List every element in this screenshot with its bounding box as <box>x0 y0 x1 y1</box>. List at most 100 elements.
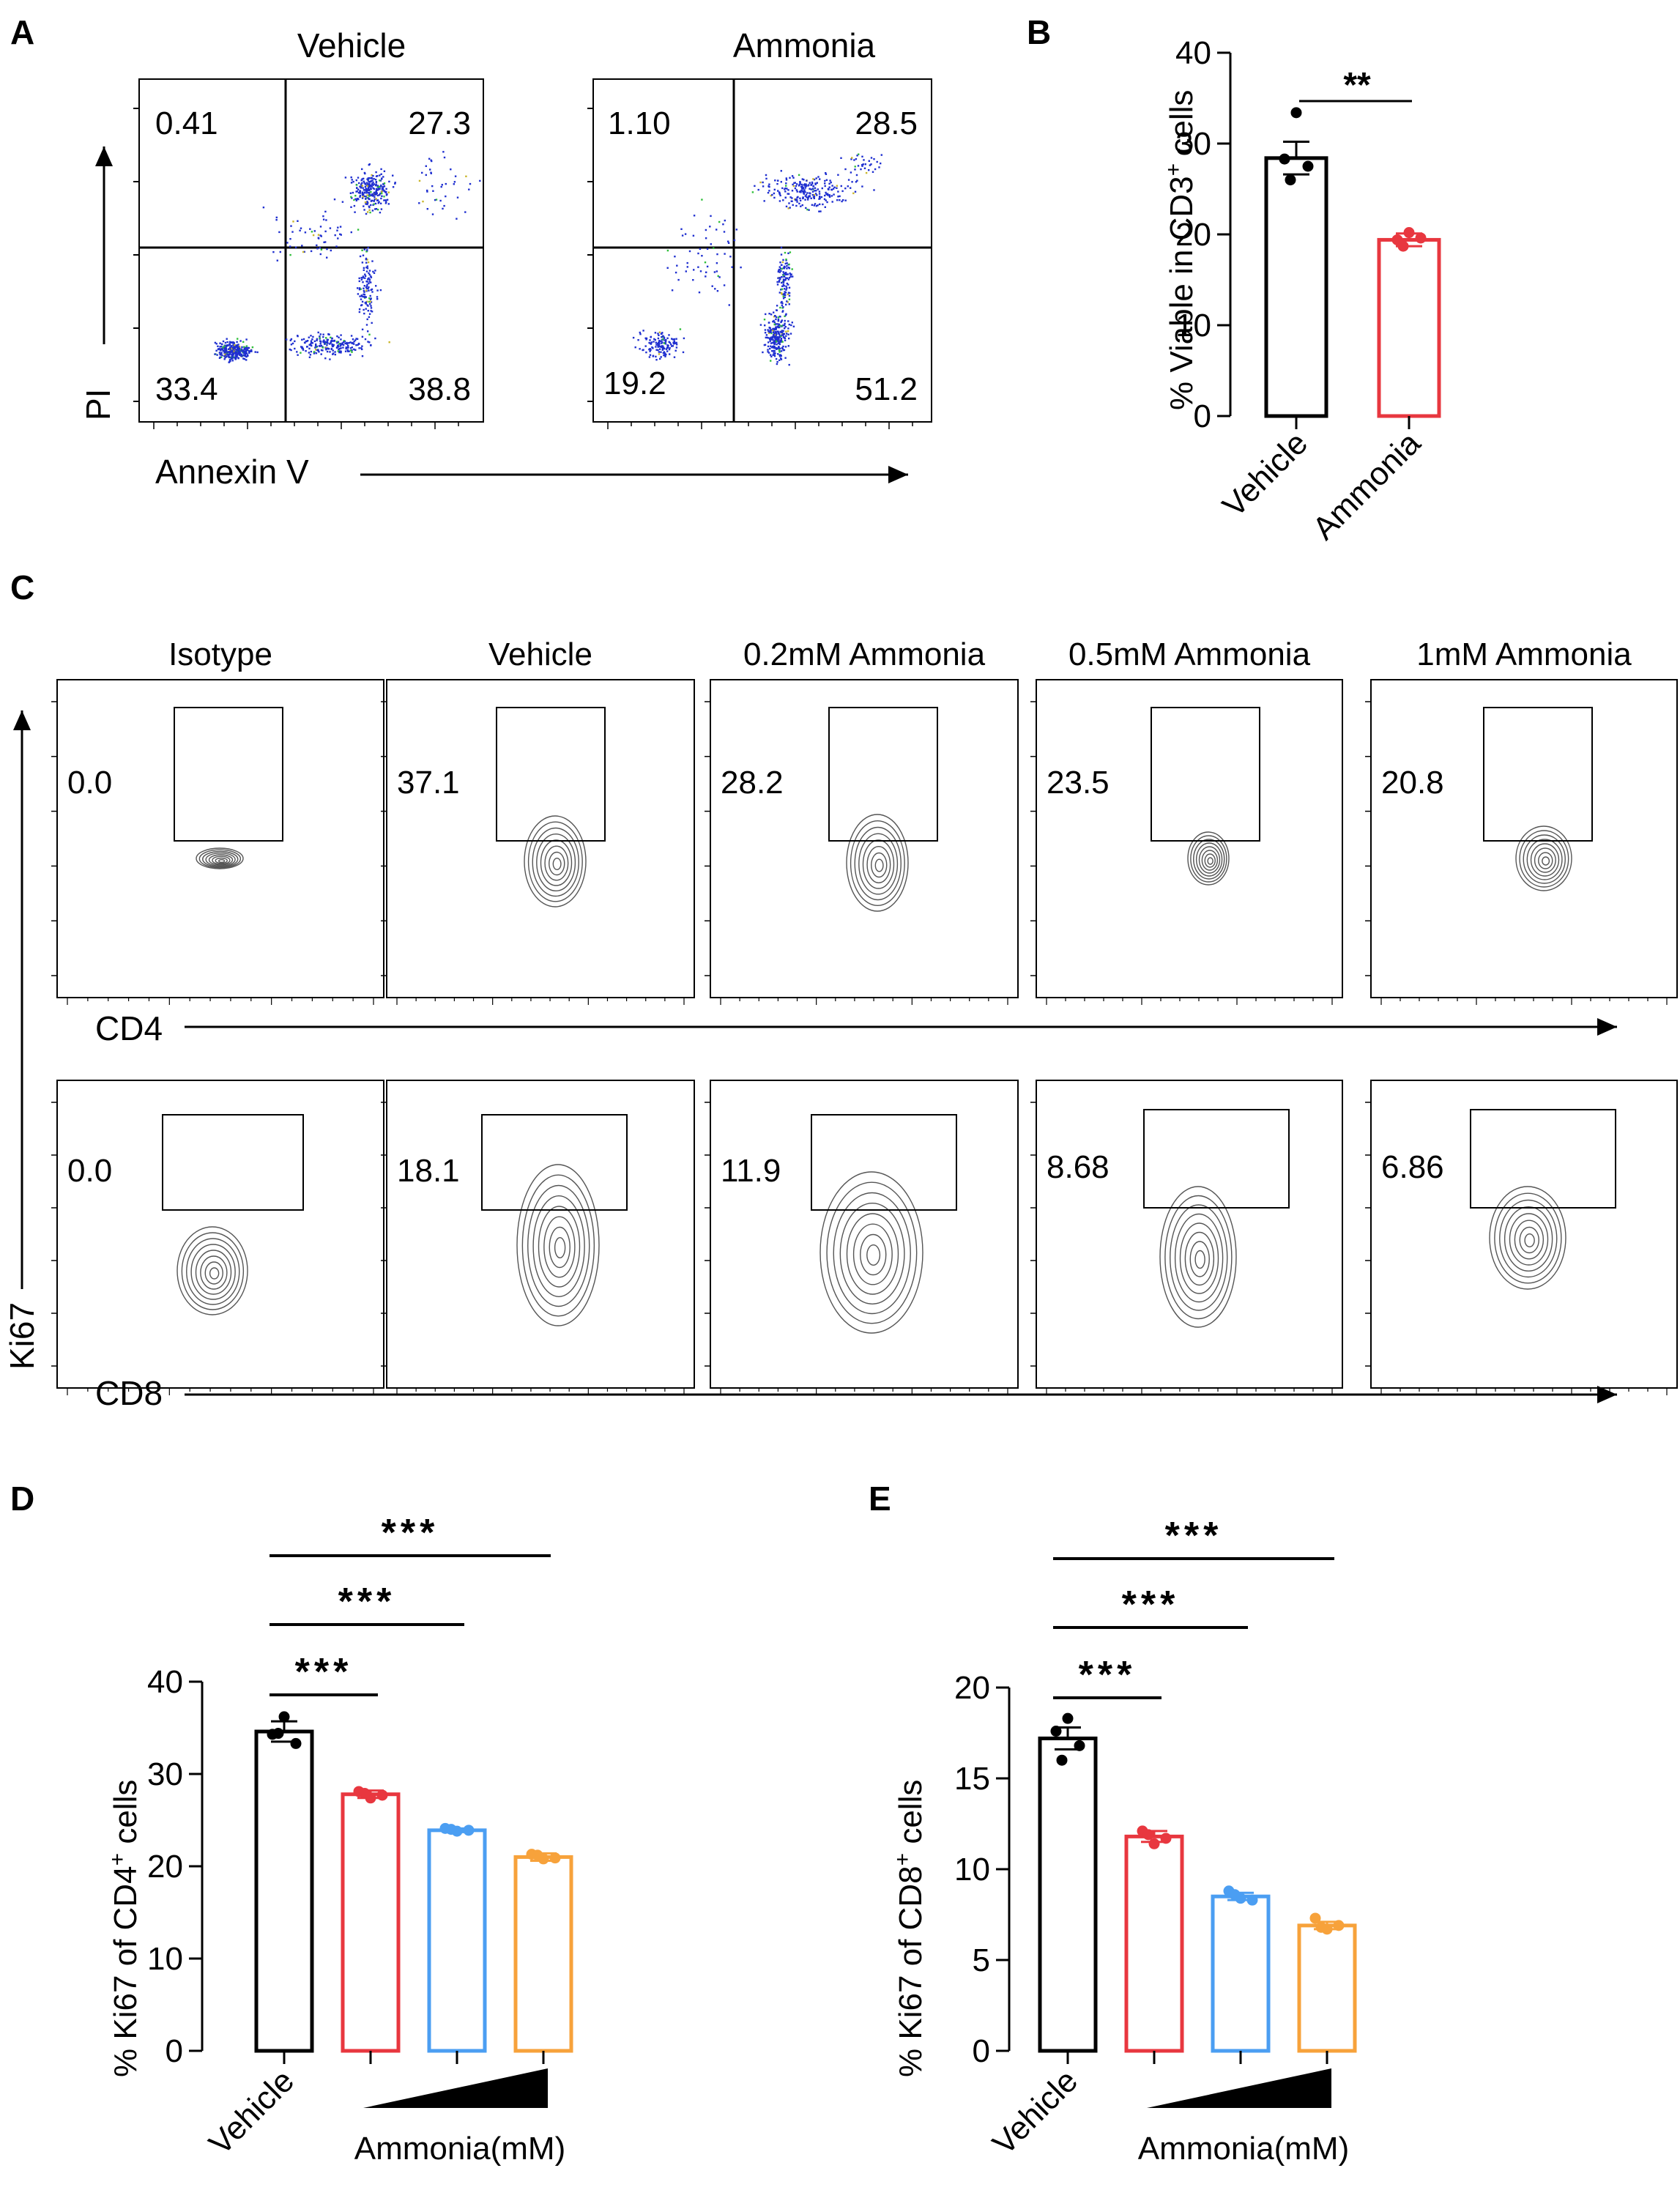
scatter-dot <box>214 353 216 355</box>
scatter-dot <box>245 355 248 357</box>
scatter-dot <box>377 202 379 204</box>
scatter-dot <box>788 263 790 266</box>
scatter-dot <box>370 194 372 196</box>
data-point <box>1290 107 1302 119</box>
scatter-dot <box>778 277 781 279</box>
contour-line <box>1519 830 1569 888</box>
scatter-dot <box>344 342 346 344</box>
scatter-dot <box>776 309 778 311</box>
scatter-dot <box>290 344 293 346</box>
scatter-dot <box>851 157 853 159</box>
scatter-dot <box>784 277 787 279</box>
scatter-dot <box>330 340 332 342</box>
scatter-dot <box>373 272 376 274</box>
scatter-dot <box>693 269 695 271</box>
scatter-dot <box>319 253 321 256</box>
scatter-dot <box>773 347 776 349</box>
data-point <box>1403 227 1415 239</box>
scatter-dot <box>716 290 719 292</box>
scatter-dot <box>654 332 657 334</box>
scatter-dot <box>372 193 375 196</box>
scatter-dot <box>673 356 676 358</box>
scatter-dot <box>300 227 302 229</box>
contour-frame <box>1370 1080 1678 1389</box>
scatter-dot <box>840 185 842 188</box>
scatter-dot <box>378 188 380 190</box>
scatter-dot <box>368 341 371 344</box>
scatter-dot <box>814 203 817 205</box>
scatter-dot <box>351 349 353 352</box>
scatter-dot <box>833 193 835 196</box>
scatter-dot <box>242 349 245 352</box>
scatter-dot <box>791 197 793 199</box>
scatter-dot <box>813 197 815 199</box>
scatter-dot <box>372 181 374 184</box>
scatter-dot <box>371 199 373 201</box>
contour-line <box>536 833 576 891</box>
scatter-dot <box>781 267 783 270</box>
scatter-dot <box>771 350 773 352</box>
scatter-dot <box>773 346 775 348</box>
scatter-dot <box>338 346 340 348</box>
scatter-dot <box>777 336 779 338</box>
scatter-dot <box>326 248 328 250</box>
scatter-dot <box>221 355 223 357</box>
scatter-dot <box>327 342 329 344</box>
scatter-dot <box>789 196 792 198</box>
scatter-dot <box>858 153 860 155</box>
scatter-dot <box>718 220 721 223</box>
scatter-dot <box>666 350 669 352</box>
scatter-dot <box>807 198 809 201</box>
y-tick-label: 5 <box>973 1942 990 1978</box>
scatter-dot <box>788 294 791 297</box>
contour-line <box>200 1255 228 1290</box>
scatter-dot <box>371 288 373 291</box>
scatter-dot <box>773 335 776 338</box>
contour-line <box>1201 850 1219 871</box>
scatter-dot <box>676 264 678 267</box>
scatter-dot <box>782 283 784 286</box>
scatter-dot <box>363 287 365 289</box>
scatter-dot <box>224 353 226 355</box>
scatter-dot <box>228 353 231 355</box>
scatter-dot <box>777 319 779 322</box>
bar <box>1211 1894 1271 2053</box>
scatter-dot <box>820 196 823 198</box>
scatter-dot <box>360 179 363 182</box>
scatter-dot <box>666 337 669 339</box>
scatter-dot <box>381 177 383 179</box>
cd4-axis-label: CD4 <box>95 1009 163 1047</box>
scatter-dot <box>243 358 246 360</box>
scatter-dot <box>701 198 703 201</box>
scatter-dot <box>373 194 375 197</box>
scatter-dot <box>639 348 641 350</box>
scatter-dot <box>778 337 780 340</box>
scatter-dot <box>818 193 821 195</box>
scatter-dot <box>233 356 235 358</box>
scatter-dot <box>767 349 769 351</box>
scatter-dot <box>782 281 785 283</box>
scatter-dot <box>434 198 436 201</box>
scatter-dot <box>807 185 809 187</box>
scatter-dot <box>649 354 652 356</box>
scatter-dot <box>773 337 776 339</box>
scatter-dot <box>361 193 363 195</box>
scatter-dot <box>852 192 855 195</box>
scatter-dot <box>379 185 382 188</box>
contour-plot-cd8: 0.0 <box>51 1080 384 1395</box>
scatter-dot <box>830 195 833 197</box>
scatter-dot <box>388 180 390 183</box>
scatter-dot <box>215 349 218 352</box>
scatter-dot <box>369 185 372 187</box>
x-group-label: Ammonia(mM) <box>1138 2131 1349 2167</box>
scatter-dot <box>363 289 365 292</box>
scatter-dot <box>431 213 434 215</box>
scatter-dot <box>713 271 716 273</box>
scatter-dot <box>362 295 364 298</box>
scatter-dot <box>235 351 237 353</box>
y-tick-label: 0 <box>1194 398 1211 434</box>
bar <box>513 1855 573 2053</box>
scatter-dot <box>305 350 307 352</box>
scatter-dot <box>788 277 791 279</box>
scatter-dot <box>716 229 718 231</box>
